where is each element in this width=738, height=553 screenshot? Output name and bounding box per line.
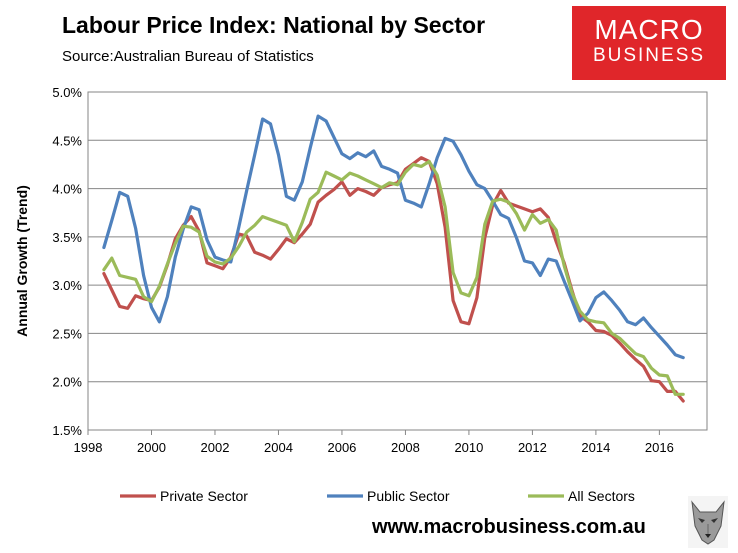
y-tick-label: 4.5%	[52, 133, 82, 148]
x-tick-label: 2010	[454, 440, 483, 455]
series-line-0	[102, 156, 685, 403]
plot-area-border	[87, 91, 708, 431]
y-tick-label: 5.0%	[52, 85, 82, 100]
x-tick-label: 2006	[327, 440, 356, 455]
x-tick-label: 2000	[137, 440, 166, 455]
y-tick-label: 3.5%	[52, 230, 82, 245]
logo-line-2: BUSINESS	[592, 45, 706, 66]
series-line-1	[102, 114, 685, 360]
chart-title: Labour Price Index: National by Sector	[62, 12, 486, 38]
x-tick-label: 2016	[645, 440, 674, 455]
macrobusiness-logo: MACRO BUSINESS	[572, 6, 726, 80]
y-tick-label: 2.0%	[52, 375, 82, 390]
y-tick-label: 3.0%	[52, 278, 82, 293]
y-tick-label: 4.0%	[52, 182, 82, 197]
series-line-2	[102, 159, 685, 396]
x-tick-label: 1998	[74, 440, 103, 455]
x-tick-label: 2012	[518, 440, 547, 455]
legend-label: Public Sector	[367, 488, 450, 504]
x-tick-label: 2008	[391, 440, 420, 455]
x-tick-label: 2014	[581, 440, 610, 455]
y-tick-label: 2.5%	[52, 326, 82, 341]
x-tick-label: 2004	[264, 440, 293, 455]
website-url: www.macrobusiness.com.au	[372, 516, 646, 538]
wolf-head-icon	[688, 496, 728, 548]
y-tick-label: 1.5%	[52, 423, 82, 438]
chart-source: Source:Australian Bureau of Statistics	[62, 48, 314, 65]
legend-label: All Sectors	[568, 488, 635, 504]
x-tick-label: 2002	[201, 440, 230, 455]
y-axis-title: Annual Growth (Trend)	[14, 185, 30, 337]
legend-label: Private Sector	[160, 488, 248, 504]
logo-line-1: MACRO	[594, 14, 704, 45]
